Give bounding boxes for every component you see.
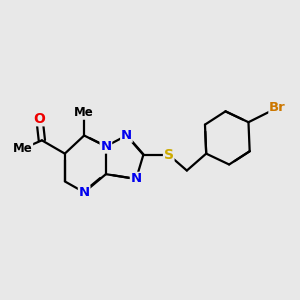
Text: O: O <box>34 112 45 126</box>
Text: S: S <box>164 148 174 162</box>
Text: N: N <box>79 186 90 199</box>
Text: N: N <box>121 129 132 142</box>
Text: Me: Me <box>74 106 94 119</box>
Text: Br: Br <box>269 101 286 114</box>
Text: N: N <box>130 172 142 185</box>
Text: N: N <box>100 140 112 153</box>
Text: Me: Me <box>13 142 32 155</box>
